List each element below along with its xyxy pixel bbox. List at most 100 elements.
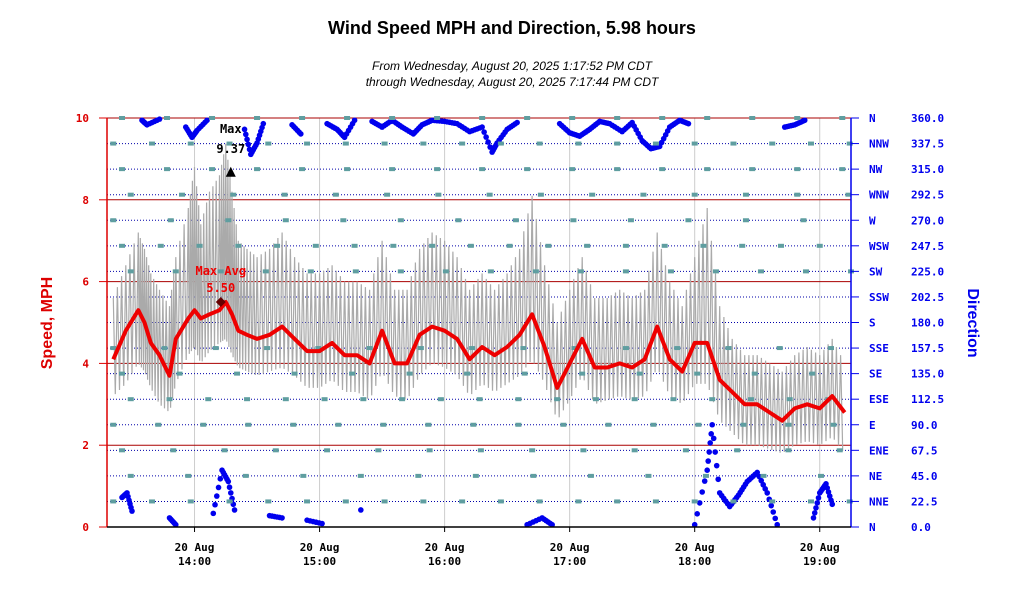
direction-marker bbox=[579, 371, 586, 376]
direction-point bbox=[217, 476, 224, 482]
max-avg-value: 5.50 bbox=[206, 281, 235, 295]
direction-marker bbox=[234, 371, 241, 376]
right-tick-compass: N bbox=[869, 521, 876, 534]
direction-marker bbox=[312, 243, 319, 248]
direction-marker bbox=[622, 269, 629, 274]
direction-point bbox=[814, 500, 821, 506]
direction-point bbox=[260, 120, 267, 127]
x-tick-date: 20 Aug bbox=[425, 541, 465, 554]
direction-marker bbox=[575, 141, 582, 146]
direction-marker bbox=[577, 269, 584, 274]
direction-marker bbox=[560, 422, 567, 427]
direction-marker bbox=[614, 499, 621, 504]
max-label: Max bbox=[220, 122, 242, 136]
direction-marker bbox=[674, 346, 681, 351]
direction-marker bbox=[627, 218, 634, 223]
direction-marker bbox=[827, 346, 834, 351]
right-tick-degrees: 45.0 bbox=[911, 470, 938, 483]
direction-point bbox=[712, 449, 719, 455]
direction-marker bbox=[127, 192, 134, 197]
direction-marker bbox=[691, 499, 698, 504]
direction-marker bbox=[155, 422, 162, 427]
x-tick-date: 20 Aug bbox=[300, 541, 340, 554]
direction-point bbox=[685, 120, 692, 127]
direction-marker bbox=[785, 422, 792, 427]
direction-marker bbox=[397, 269, 404, 274]
direction-marker bbox=[709, 397, 716, 402]
left-tick-label: 0 bbox=[82, 521, 89, 534]
direction-marker bbox=[776, 346, 783, 351]
average-speed-line bbox=[111, 300, 847, 423]
direction-point bbox=[212, 501, 218, 508]
direction-point bbox=[696, 500, 703, 506]
direction-marker bbox=[110, 218, 117, 223]
direction-point bbox=[704, 467, 711, 473]
direction-marker bbox=[282, 218, 289, 223]
direction-marker bbox=[212, 346, 219, 351]
max-marker bbox=[225, 166, 236, 177]
direction-point bbox=[242, 131, 249, 138]
direction-point bbox=[768, 502, 775, 509]
direction-marker bbox=[747, 397, 754, 402]
direction-marker bbox=[435, 192, 442, 197]
direction-point bbox=[319, 520, 325, 527]
right-tick-compass: N bbox=[869, 112, 876, 125]
chart-subtitle-from: From Wednesday, August 20, 2025 1:17:52 … bbox=[372, 59, 652, 73]
right-tick-compass: ENE bbox=[869, 444, 889, 457]
right-tick-compass: WNW bbox=[869, 189, 889, 202]
right-tick-degrees: 90.0 bbox=[911, 419, 938, 432]
direction-marker bbox=[381, 499, 388, 504]
direction-marker bbox=[477, 448, 484, 453]
x-tick-time: 18:00 bbox=[678, 555, 711, 568]
direction-marker bbox=[785, 448, 792, 453]
direction-point bbox=[225, 478, 232, 485]
direction-marker bbox=[119, 371, 126, 376]
direction-marker bbox=[119, 243, 126, 248]
direction-marker bbox=[636, 371, 643, 376]
direction-marker bbox=[149, 141, 156, 146]
direction-marker bbox=[110, 499, 117, 504]
direction-marker bbox=[406, 371, 413, 376]
direction-point bbox=[710, 435, 717, 442]
direction-marker bbox=[777, 243, 784, 248]
direction-marker bbox=[375, 448, 382, 453]
direction-point bbox=[772, 515, 779, 522]
direction-marker bbox=[245, 422, 252, 427]
direction-marker bbox=[631, 448, 638, 453]
direction-point bbox=[129, 508, 135, 514]
direction-marker bbox=[704, 167, 711, 172]
direction-point bbox=[172, 521, 179, 528]
direction-marker bbox=[230, 192, 237, 197]
direction-marker bbox=[464, 371, 471, 376]
direction-marker bbox=[459, 499, 466, 504]
direction-marker bbox=[349, 371, 356, 376]
direction-point bbox=[815, 495, 822, 501]
right-tick-degrees: 67.5 bbox=[911, 444, 938, 457]
direction-marker bbox=[622, 346, 629, 351]
direction-marker bbox=[299, 167, 306, 172]
direction-marker bbox=[434, 167, 441, 172]
direction-marker bbox=[187, 499, 194, 504]
right-tick-degrees: 270.0 bbox=[911, 214, 944, 227]
max-value: 9.37 bbox=[216, 142, 245, 156]
direction-marker bbox=[420, 141, 427, 146]
direction-marker bbox=[205, 397, 212, 402]
direction-marker bbox=[530, 473, 537, 478]
direction-point bbox=[715, 476, 722, 483]
right-tick-degrees: 225.0 bbox=[911, 265, 944, 278]
direction-marker bbox=[622, 243, 629, 248]
direction-marker bbox=[290, 422, 297, 427]
right-tick-compass: W bbox=[869, 214, 876, 227]
direction-marker bbox=[127, 269, 134, 274]
direction-marker bbox=[442, 269, 449, 274]
direction-point bbox=[213, 493, 220, 499]
direction-marker bbox=[512, 218, 519, 223]
chart-subtitle-through: through Wednesday, August 20, 2025 7:17:… bbox=[365, 75, 659, 89]
direction-marker bbox=[580, 448, 587, 453]
direction-point bbox=[215, 484, 222, 491]
right-tick-compass: SW bbox=[869, 265, 883, 278]
right-tick-compass: SE bbox=[869, 368, 882, 381]
direction-marker bbox=[506, 243, 513, 248]
direction-marker bbox=[809, 371, 816, 376]
direction-marker bbox=[739, 243, 746, 248]
